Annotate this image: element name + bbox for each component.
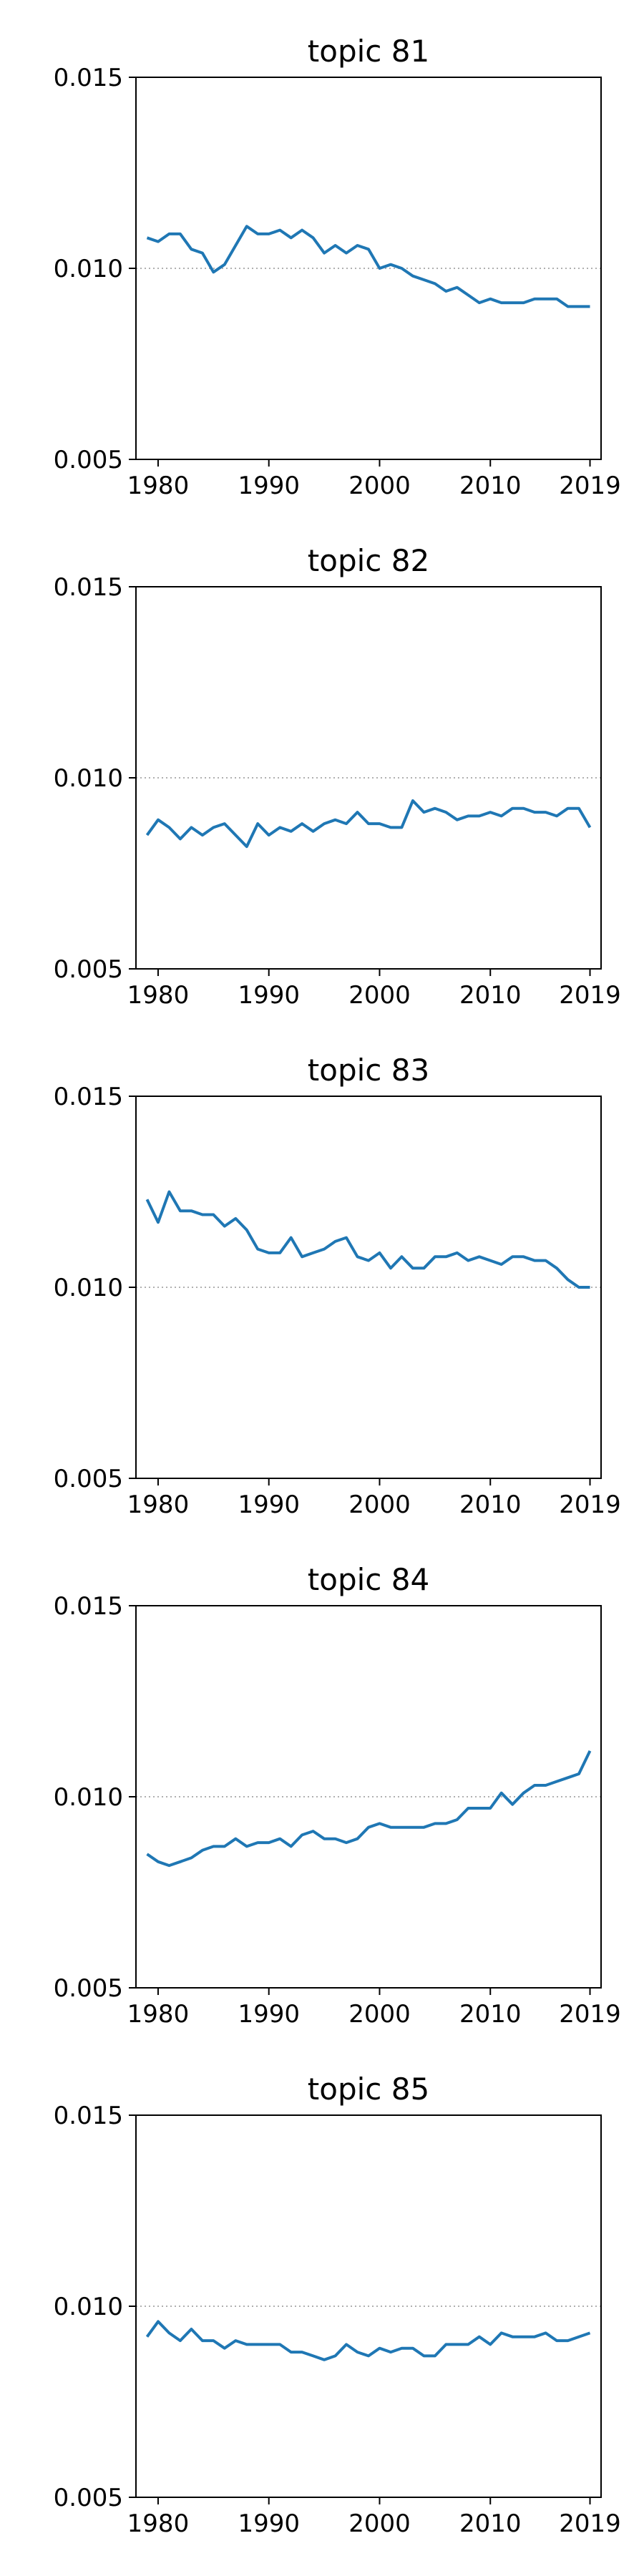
chart-panel: topic 81 0.005 0.010 0.015 1980 1990 2000 2010 2…: [54, 34, 621, 500]
y-tick-label: 0.005: [54, 955, 123, 984]
y-tick-label: 0.015: [54, 1592, 123, 1621]
x-tick-label: 2019: [559, 472, 621, 500]
x-tick-label: 2010: [459, 2509, 522, 2538]
x-tick-label: 1980: [127, 472, 190, 500]
y-tick-label: 0.010: [54, 2293, 123, 2321]
y-tick-label: 0.010: [54, 764, 123, 793]
y-tick-label: 0.015: [54, 1083, 123, 1111]
x-tick-label: 2019: [559, 981, 621, 1010]
x-tick-label: 1980: [127, 2509, 190, 2538]
y-tick-label: 0.005: [54, 2484, 123, 2512]
x-tick-label: 2010: [459, 981, 522, 1010]
x-tick-label: 2000: [348, 981, 411, 1010]
chart-title: topic 83: [308, 1053, 429, 1088]
chart-panel: topic 83 0.005 0.010 0.015 1980 1990 2000 2010 2…: [54, 1053, 621, 1519]
x-tick-label: 1990: [238, 472, 300, 500]
chart-panel: topic 84 0.005 0.010 0.015 1980 1990 2000 2010 2…: [54, 1562, 621, 2029]
x-tick-label: 1990: [238, 2000, 300, 2029]
x-tick-label: 1990: [238, 1491, 300, 1519]
y-tick-label: 0.005: [54, 446, 123, 474]
x-tick-label: 2000: [348, 2509, 411, 2538]
y-tick-label: 0.010: [54, 1274, 123, 1302]
y-tick-label: 0.005: [54, 1974, 123, 2003]
chart-title: topic 84: [308, 1562, 429, 1597]
series-line: [145, 1190, 590, 1289]
x-tick-label: 2010: [459, 2000, 522, 2029]
x-tick-label: 2019: [559, 2509, 621, 2538]
y-tick-label: 0.010: [54, 255, 123, 283]
x-tick-label: 1980: [127, 981, 190, 1010]
chart-panel: topic 85 0.005 0.010 0.015 1980 1990 2000 2010 2…: [54, 2072, 621, 2538]
x-tick-label: 2000: [348, 2000, 411, 2029]
x-tick-label: 1980: [127, 2000, 190, 2029]
y-tick-label: 0.010: [54, 1783, 123, 1812]
x-tick-label: 2019: [559, 1491, 621, 1519]
x-tick-label: 2010: [459, 1491, 522, 1519]
x-tick-label: 1980: [127, 1491, 190, 1519]
x-tick-label: 2000: [348, 1491, 411, 1519]
chart-panel: topic 82 0.005 0.010 0.015 1980 1990 2000 2010 2…: [54, 543, 621, 1010]
chart-title: topic 85: [308, 2072, 429, 2107]
series-line: [146, 225, 590, 308]
x-tick-label: 2000: [348, 472, 411, 500]
series-line: [146, 1750, 592, 1868]
chart-title: topic 82: [308, 543, 429, 578]
y-tick-label: 0.005: [54, 1465, 123, 1493]
series-line: [145, 2320, 591, 2361]
y-tick-label: 0.015: [54, 2102, 123, 2130]
y-tick-label: 0.015: [54, 64, 123, 92]
x-tick-label: 2010: [459, 472, 522, 500]
y-tick-label: 0.015: [54, 573, 123, 602]
chart-title: topic 81: [308, 34, 429, 69]
x-tick-label: 1990: [238, 2509, 300, 2538]
series-line: [145, 799, 592, 849]
x-tick-label: 1990: [238, 981, 300, 1010]
x-tick-label: 2019: [559, 2000, 621, 2029]
